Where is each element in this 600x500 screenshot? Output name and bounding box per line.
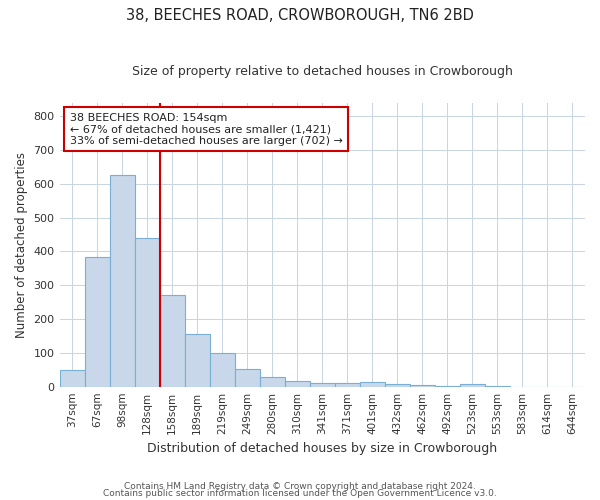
- Bar: [85, 256, 110, 386]
- Bar: [410, 385, 435, 386]
- Bar: [160, 296, 185, 386]
- Text: 38 BEECHES ROAD: 154sqm
← 67% of detached houses are smaller (1,421)
33% of semi: 38 BEECHES ROAD: 154sqm ← 67% of detache…: [70, 112, 343, 146]
- Bar: [460, 384, 485, 386]
- Text: Contains public sector information licensed under the Open Government Licence v3: Contains public sector information licen…: [103, 490, 497, 498]
- Bar: [134, 238, 160, 386]
- Bar: [360, 382, 385, 386]
- Bar: [285, 380, 310, 386]
- Bar: [110, 176, 134, 386]
- Text: Contains HM Land Registry data © Crown copyright and database right 2024.: Contains HM Land Registry data © Crown c…: [124, 482, 476, 491]
- Bar: [260, 376, 285, 386]
- Bar: [59, 370, 85, 386]
- Bar: [209, 353, 235, 386]
- Y-axis label: Number of detached properties: Number of detached properties: [15, 152, 28, 338]
- Bar: [385, 384, 410, 386]
- X-axis label: Distribution of detached houses by size in Crowborough: Distribution of detached houses by size …: [147, 442, 497, 455]
- Bar: [335, 384, 360, 386]
- Title: Size of property relative to detached houses in Crowborough: Size of property relative to detached ho…: [132, 65, 513, 78]
- Bar: [185, 334, 209, 386]
- Bar: [235, 369, 260, 386]
- Bar: [310, 382, 335, 386]
- Text: 38, BEECHES ROAD, CROWBOROUGH, TN6 2BD: 38, BEECHES ROAD, CROWBOROUGH, TN6 2BD: [126, 8, 474, 22]
